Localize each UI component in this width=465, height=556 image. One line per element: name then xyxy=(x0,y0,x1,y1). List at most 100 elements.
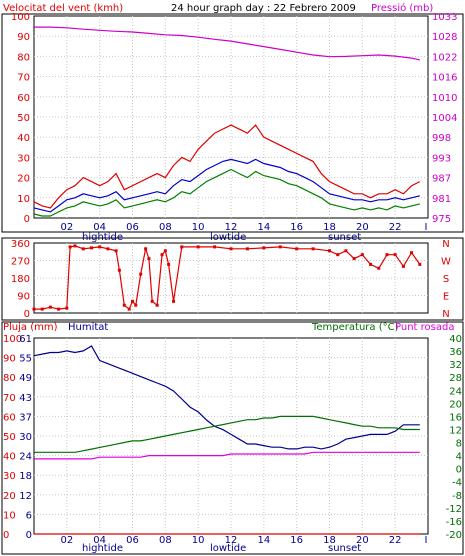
temperature-axis-label: Temperatura (°C) xyxy=(311,322,399,333)
direction-point xyxy=(262,246,266,250)
wind-tick-label: 0 xyxy=(24,214,30,225)
temperature-tick-label: -4 xyxy=(452,478,462,489)
humidity-tick-label: 55 xyxy=(19,354,32,365)
direction-point xyxy=(144,247,148,251)
x-tick-label: 20 xyxy=(356,222,369,233)
direction-point xyxy=(229,247,233,251)
direction-point xyxy=(32,307,36,311)
temperature-tick-label: 28 xyxy=(449,373,462,384)
direction-tick-label: 90 xyxy=(17,292,30,303)
pressure-tick-label: 1016 xyxy=(432,73,457,84)
rain-tick-label: 10 xyxy=(3,510,16,521)
temperature-tick-label: 0 xyxy=(456,465,462,476)
x-tick-label: 12 xyxy=(225,222,238,233)
temperature-tick-label: 24 xyxy=(449,386,462,397)
direction-point xyxy=(114,249,118,253)
x-tick-label: 16 xyxy=(290,222,303,233)
wind-x-ticks: 02 04 06 08 10 12 14 16 18 20 22 I xyxy=(60,222,427,233)
compass-tick-label: N xyxy=(442,309,449,320)
direction-point xyxy=(48,305,52,309)
direction-tick-label: 180 xyxy=(11,274,30,285)
wind-tick-label: 80 xyxy=(17,52,30,63)
pressure-axis-label: Pressió (mb) xyxy=(371,2,433,14)
humidity-tick-label: 12 xyxy=(19,491,32,502)
rain-tick-label: 30 xyxy=(3,471,16,482)
humidity-tick-label: 24 xyxy=(19,452,32,463)
temperature-tick-label: 16 xyxy=(449,412,462,423)
direction-point xyxy=(311,247,315,251)
climate-series-line-1 xyxy=(34,415,420,453)
wind-tick-label: 50 xyxy=(17,113,30,124)
climate-x-ticks: 02 04 06 08 10 12 14 16 18 20 22 I xyxy=(60,535,427,546)
x-tick-label: 10 xyxy=(192,535,205,546)
x-tick-label: 16 xyxy=(290,535,303,546)
direction-point xyxy=(336,253,340,257)
humidity-tick-label: 43 xyxy=(19,393,32,404)
x-tick-label: 20 xyxy=(356,535,369,546)
humidity-tick-label: 0 xyxy=(26,530,32,541)
wind-right-ticks: 975 981 987 993 998 1004 1010 1016 1022 1028 1033 xyxy=(432,12,457,225)
x-tick-label: 06 xyxy=(126,535,139,546)
direction-point xyxy=(147,257,151,261)
temperature-tick-label: -16 xyxy=(446,517,462,528)
direction-point xyxy=(89,246,93,250)
direction-point xyxy=(131,299,134,303)
direction-point xyxy=(245,247,249,251)
temperature-tick-label: 12 xyxy=(449,425,462,436)
direction-point xyxy=(369,262,373,266)
pressure-tick-label: 975 xyxy=(432,214,451,225)
pressure-tick-label: 1010 xyxy=(432,93,457,104)
rain-tick-label: 40 xyxy=(3,452,16,463)
compass-tick-label: E xyxy=(443,292,449,303)
direction-tick-label: 270 xyxy=(11,257,30,268)
x-tick-label: 10 xyxy=(192,222,205,233)
temperature-ticks: -20 -16 -12 -8 -4 0 4 8 12 16 20 24 28 32 36 40 xyxy=(446,334,462,541)
direction-series-group xyxy=(32,244,422,311)
direction-point xyxy=(155,303,159,307)
direction-point xyxy=(278,245,282,249)
direction-point xyxy=(160,253,164,257)
x-tick-label: 22 xyxy=(389,535,402,546)
direction-point xyxy=(139,272,143,276)
humidity-axis-label: Humitat xyxy=(68,322,108,333)
climate-series-line-2 xyxy=(34,451,420,460)
direction-point xyxy=(98,245,102,249)
x-tick-label: I xyxy=(425,535,428,546)
wind-tick-label: 10 xyxy=(17,194,30,205)
direction-point xyxy=(180,245,184,249)
x-tick-label: 02 xyxy=(60,535,73,546)
wind-tick-label: 90 xyxy=(17,32,30,43)
temperature-tick-label: 32 xyxy=(449,360,462,371)
direction-point xyxy=(163,249,167,253)
direction-point xyxy=(377,266,381,270)
direction-plot-area xyxy=(33,242,429,314)
direction-point xyxy=(57,307,61,311)
wind-tick-label: 30 xyxy=(17,153,30,164)
x-tick-label: 02 xyxy=(60,222,73,233)
wind-tick-label: 60 xyxy=(17,93,30,104)
x-tick-label: 06 xyxy=(126,222,139,233)
direction-point xyxy=(344,249,348,253)
humidity-ticks: 0 6 12 18 24 30 37 43 49 55 61 xyxy=(19,334,32,541)
temperature-tick-label: 8 xyxy=(456,439,462,450)
rain-tick-label: 100 xyxy=(3,334,22,345)
x-tick-label: 12 xyxy=(225,535,238,546)
climate-plot-area xyxy=(33,337,429,535)
rain-tick-label: 50 xyxy=(3,432,16,443)
x-tick-label: I xyxy=(425,222,428,233)
x-tick-label: 14 xyxy=(257,535,270,546)
humidity-tick-label: 6 xyxy=(26,510,32,521)
temperature-tick-label: 20 xyxy=(449,399,462,410)
temperature-tick-label: -20 xyxy=(446,530,462,541)
direction-point xyxy=(385,253,389,257)
direction-point xyxy=(106,247,110,251)
direction-panel-frame xyxy=(1,237,464,321)
rain-tick-label: 0 xyxy=(3,530,9,541)
humidity-tick-label: 18 xyxy=(19,471,32,482)
dewpoint-axis-label: Punt rosada xyxy=(395,322,454,333)
temperature-tick-label: -8 xyxy=(452,491,462,502)
pressure-tick-label: 981 xyxy=(432,194,451,205)
x-annotation-lowtide-bottom: lowtide xyxy=(210,543,246,554)
x-tick-label: 04 xyxy=(93,222,106,233)
